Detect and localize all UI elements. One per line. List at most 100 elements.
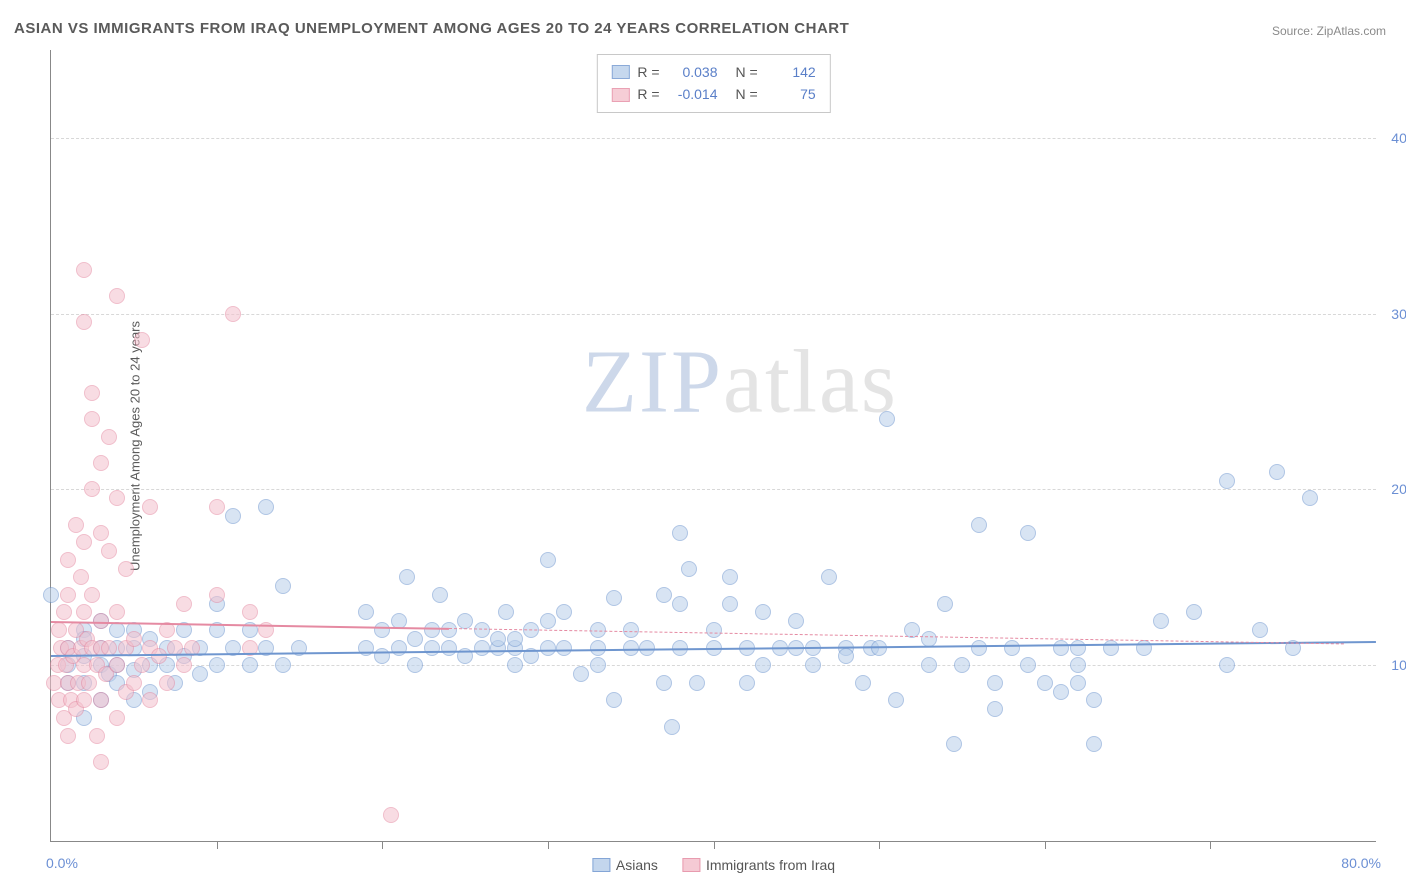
- stats-row: R =0.038N =142: [611, 61, 815, 83]
- scatter-point: [399, 569, 415, 585]
- scatter-point: [1053, 684, 1069, 700]
- scatter-point: [126, 675, 142, 691]
- scatter-point: [888, 692, 904, 708]
- scatter-point: [739, 675, 755, 691]
- scatter-point: [407, 631, 423, 647]
- scatter-point: [407, 657, 423, 673]
- x-tick: [548, 841, 549, 849]
- chart-container: Unemployment Among Ages 20 to 24 years Z…: [50, 50, 1376, 842]
- scatter-point: [921, 631, 937, 647]
- x-tick: [217, 841, 218, 849]
- legend-item: Asians: [592, 857, 658, 873]
- scatter-point: [755, 657, 771, 673]
- scatter-point: [142, 499, 158, 515]
- scatter-point: [954, 657, 970, 673]
- scatter-point: [109, 710, 125, 726]
- scatter-point: [573, 666, 589, 682]
- scatter-point: [805, 657, 821, 673]
- scatter-point: [556, 640, 572, 656]
- scatter-point: [855, 675, 871, 691]
- n-label: N =: [736, 61, 758, 83]
- scatter-point: [424, 640, 440, 656]
- scatter-point: [192, 666, 208, 682]
- scatter-point: [540, 552, 556, 568]
- scatter-point: [73, 569, 89, 585]
- scatter-point: [946, 736, 962, 752]
- scatter-point: [1186, 604, 1202, 620]
- scatter-point: [209, 499, 225, 515]
- r-value: 0.038: [668, 61, 718, 83]
- scatter-point: [606, 590, 622, 606]
- y-tick-label: 10.0%: [1391, 657, 1406, 673]
- gridline: [51, 314, 1376, 315]
- r-label: R =: [637, 83, 659, 105]
- scatter-point: [89, 728, 105, 744]
- scatter-point: [921, 657, 937, 673]
- scatter-point: [706, 622, 722, 638]
- scatter-point: [109, 622, 125, 638]
- scatter-point: [84, 587, 100, 603]
- scatter-point: [101, 429, 117, 445]
- scatter-point: [1037, 675, 1053, 691]
- scatter-point: [43, 587, 59, 603]
- scatter-point: [606, 692, 622, 708]
- scatter-point: [1252, 622, 1268, 638]
- legend-item: Immigrants from Iraq: [682, 857, 835, 873]
- scatter-point: [1103, 640, 1119, 656]
- scatter-point: [56, 604, 72, 620]
- scatter-point: [1136, 640, 1152, 656]
- scatter-point: [109, 657, 125, 673]
- scatter-point: [81, 675, 97, 691]
- scatter-point: [142, 692, 158, 708]
- y-tick-label: 40.0%: [1391, 130, 1406, 146]
- scatter-point: [1070, 640, 1086, 656]
- scatter-point: [126, 631, 142, 647]
- legend-swatch: [611, 65, 629, 79]
- scatter-point: [275, 578, 291, 594]
- x-tick: [714, 841, 715, 849]
- scatter-point: [879, 411, 895, 427]
- chart-title: ASIAN VS IMMIGRANTS FROM IRAQ UNEMPLOYME…: [14, 20, 849, 37]
- scatter-point: [1020, 525, 1036, 541]
- scatter-point: [590, 657, 606, 673]
- x-axis-max-label: 80.0%: [1341, 855, 1381, 871]
- scatter-point: [507, 631, 523, 647]
- y-tick-label: 30.0%: [1391, 306, 1406, 322]
- scatter-point: [722, 569, 738, 585]
- plot-area: ZIPatlas 0.0% 80.0% R =0.038N =142R =-0.…: [50, 50, 1376, 842]
- scatter-point: [76, 314, 92, 330]
- scatter-point: [987, 701, 1003, 717]
- scatter-point: [242, 604, 258, 620]
- scatter-point: [209, 657, 225, 673]
- scatter-point: [540, 613, 556, 629]
- scatter-point: [432, 587, 448, 603]
- scatter-point: [1302, 490, 1318, 506]
- scatter-point: [656, 587, 672, 603]
- x-tick: [1045, 841, 1046, 849]
- scatter-point: [971, 517, 987, 533]
- scatter-point: [1153, 613, 1169, 629]
- scatter-point: [556, 604, 572, 620]
- legend-swatch: [592, 858, 610, 872]
- scatter-point: [275, 657, 291, 673]
- gridline: [51, 138, 1376, 139]
- scatter-point: [474, 640, 490, 656]
- legend-label: Asians: [616, 857, 658, 873]
- source-label: Source: ZipAtlas.com: [1272, 24, 1386, 38]
- scatter-point: [76, 692, 92, 708]
- trend-line-dashed: [448, 628, 1342, 644]
- scatter-point: [225, 306, 241, 322]
- scatter-point: [242, 657, 258, 673]
- scatter-point: [84, 481, 100, 497]
- scatter-point: [176, 596, 192, 612]
- scatter-point: [722, 596, 738, 612]
- y-tick-label: 20.0%: [1391, 481, 1406, 497]
- scatter-point: [987, 675, 1003, 691]
- scatter-point: [498, 604, 514, 620]
- scatter-point: [76, 534, 92, 550]
- scatter-point: [84, 411, 100, 427]
- r-label: R =: [637, 61, 659, 83]
- scatter-point: [109, 490, 125, 506]
- legend-label: Immigrants from Iraq: [706, 857, 835, 873]
- x-tick: [1210, 841, 1211, 849]
